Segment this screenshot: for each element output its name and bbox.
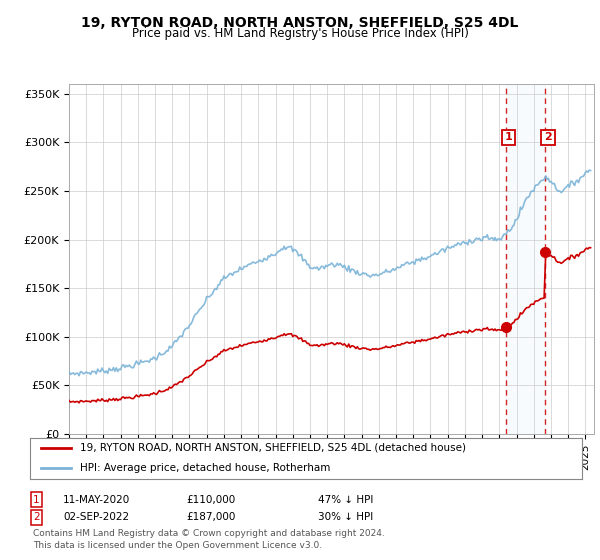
Text: 11-MAY-2020: 11-MAY-2020 xyxy=(63,494,130,505)
Text: Price paid vs. HM Land Registry's House Price Index (HPI): Price paid vs. HM Land Registry's House … xyxy=(131,27,469,40)
Text: £110,000: £110,000 xyxy=(186,494,235,505)
Text: 2: 2 xyxy=(544,133,552,142)
Text: HPI: Average price, detached house, Rotherham: HPI: Average price, detached house, Roth… xyxy=(80,463,330,473)
Text: 30% ↓ HPI: 30% ↓ HPI xyxy=(318,512,373,522)
Text: 2: 2 xyxy=(33,512,40,522)
Text: 19, RYTON ROAD, NORTH ANSTON, SHEFFIELD, S25 4DL: 19, RYTON ROAD, NORTH ANSTON, SHEFFIELD,… xyxy=(82,16,518,30)
Text: 47% ↓ HPI: 47% ↓ HPI xyxy=(318,494,373,505)
Text: 1: 1 xyxy=(505,133,512,142)
Text: 19, RYTON ROAD, NORTH ANSTON, SHEFFIELD, S25 4DL (detached house): 19, RYTON ROAD, NORTH ANSTON, SHEFFIELD,… xyxy=(80,443,466,452)
Text: This data is licensed under the Open Government Licence v3.0.: This data is licensed under the Open Gov… xyxy=(33,541,322,550)
Text: 1: 1 xyxy=(33,494,40,505)
Text: £187,000: £187,000 xyxy=(186,512,235,522)
Text: 02-SEP-2022: 02-SEP-2022 xyxy=(63,512,129,522)
Text: Contains HM Land Registry data © Crown copyright and database right 2024.: Contains HM Land Registry data © Crown c… xyxy=(33,530,385,539)
Bar xyxy=(506,84,545,434)
